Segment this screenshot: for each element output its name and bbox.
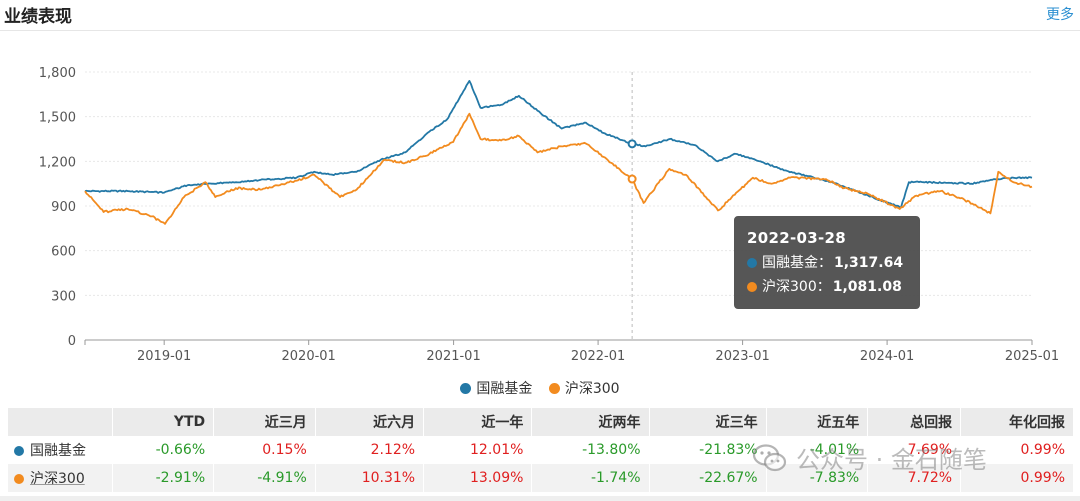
table-header-cell: YTD [112,408,215,436]
chart-legend: 国融基金 沪深300 [0,378,1080,398]
x-tick-label: 2019-01 [137,349,191,364]
x-tick-label: 2020-01 [282,349,336,364]
table-cell: 0.15% [213,436,316,464]
title-divider [0,30,1080,31]
legend-label: 沪深300 [564,381,620,397]
table-row: 沪深300 -2.91% -4.91% 10.31% 13.09% -1.74%… [8,464,1074,492]
hover-point-index [627,174,637,184]
table-cell: -0.66% [112,436,215,464]
header: 业绩表现 更多 [0,0,1080,30]
series-dot [14,446,24,456]
table-cell: -1.74% [531,464,650,492]
tooltip-row: 国融基金： 1,317.64 [747,251,907,275]
more-link[interactable]: 更多 [1046,7,1074,23]
series-line-fund [84,80,1033,209]
table-cell: 2.12% [315,436,425,464]
series-name: 国融基金 [30,443,86,459]
tooltip-series-value: 1,081.08 [832,279,902,295]
y-tick-label: 300 [51,289,76,304]
tooltip-series-value: 1,317.64 [834,255,904,271]
x-tick-label: 2022-01 [571,349,625,364]
legend-dot [548,382,560,394]
x-tick-label: 2023-01 [715,349,769,364]
crosshair-layer [627,72,637,340]
table-header-cell: 近六月 [315,408,425,436]
y-tick-label: 900 [51,200,76,215]
table-row-name: 沪深300 [8,464,113,492]
x-tick-label: 2025-01 [1005,349,1059,364]
y-tick-label: 1,500 [39,111,76,126]
table-cell: -2.91% [112,464,215,492]
y-tick-label: 600 [51,245,76,260]
section-title: 业绩表现 [4,7,72,27]
x-tick-label: 2024-01 [860,349,914,364]
performance-table: YTD 近三月 近六月 近一年 近两年 近三年 近五年 总回报 年化回报 国融基… [8,408,1074,492]
table-header-cell: 近三年 [649,408,767,436]
table-row: 国融基金 -0.66% 0.15% 2.12% 12.01% -13.80% -… [8,436,1074,464]
tooltip-row: 沪深300： 1,081.08 [747,275,907,299]
series-name-link[interactable]: 沪深300 [30,471,85,487]
chart-tooltip: 2022-03-28 国融基金： 1,317.64 沪深300： 1,081.0… [734,216,920,309]
y-tick-label: 0 [68,334,76,349]
tooltip-series-dot [747,258,757,268]
legend-label: 国融基金 [476,381,533,397]
tooltip-date: 2022-03-28 [747,229,846,247]
table-header-cell: 总回报 [867,408,962,436]
axis-layer: 0 300 600 900 1,200 1,500 1,800 2019-01 2020-01 2… [39,66,1059,364]
bottom-divider [0,496,1080,501]
table-cell: -4.91% [213,464,316,492]
table-cell: -21.83% [649,436,767,464]
table-header-cell [8,408,113,436]
table-cell: 12.01% [423,436,533,464]
series-layer [84,80,1033,225]
table-header-cell: 近两年 [531,408,650,436]
table-header-row: YTD 近三月 近六月 近一年 近两年 近三年 近五年 总回报 年化回报 [8,408,1074,436]
y-tick-label: 1,800 [39,66,76,81]
series-dot [14,474,24,484]
x-tick-label: 2021-01 [426,349,480,364]
table-cell: -7.83% [766,464,869,492]
legend-item-fund[interactable]: 国融基金 [460,378,532,398]
performance-chart[interactable]: 0 300 600 900 1,200 1,500 1,800 2019-01 2020-01 2… [0,40,1080,370]
tooltip-series-name: 国融基金： [762,255,832,271]
tooltip-series-name: 沪深300： [762,279,831,295]
table-cell: 0.99% [960,436,1074,464]
table-header-cell: 近三月 [213,408,316,436]
table-cell: -4.01% [766,436,869,464]
table-cell: -13.80% [531,436,650,464]
table-cell: 0.99% [960,464,1074,492]
legend-item-index[interactable]: 沪深300 [548,378,620,398]
grid-layer [85,71,1032,341]
series-line-index [84,112,1033,225]
table-cell: 7.69% [867,436,962,464]
table-header-cell: 近五年 [766,408,869,436]
tooltip-series-dot [747,282,757,292]
table-row-name: 国融基金 [8,436,113,464]
legend-dot [460,382,472,394]
table-cell: 13.09% [423,464,533,492]
table-cell: -22.67% [649,464,767,492]
table-cell: 7.72% [867,464,962,492]
y-tick-label: 1,200 [39,155,76,170]
table-header-cell: 年化回报 [960,408,1074,436]
table-header-cell: 近一年 [423,408,533,436]
table-cell: 10.31% [315,464,425,492]
hover-point-fund [627,139,637,149]
